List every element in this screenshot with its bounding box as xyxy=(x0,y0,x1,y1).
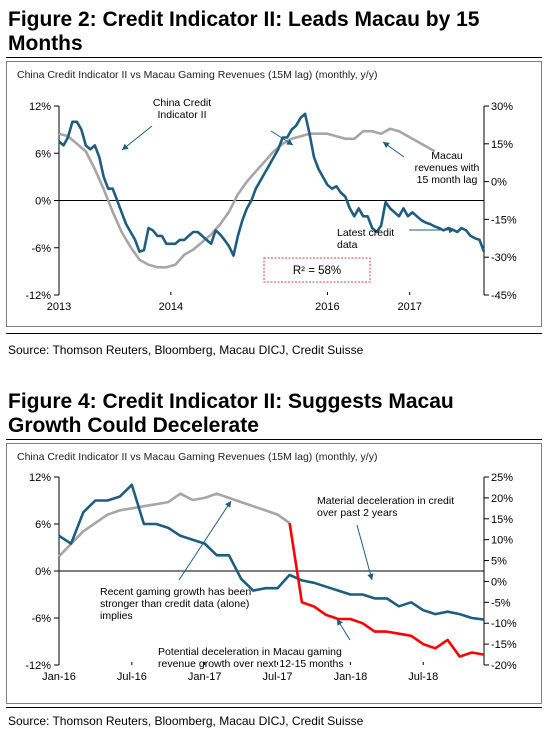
right-axis-tick-label: -45% xyxy=(491,290,517,302)
right-axis-tick-label: 15% xyxy=(491,514,513,526)
macau-annotation-line: revenues with xyxy=(415,162,480,174)
right-axis-tick-label: -30% xyxy=(491,252,517,264)
material-annotation-arrow-head xyxy=(367,573,374,580)
right-axis-tick-label: 30% xyxy=(491,101,513,113)
potential-annotation-arrow-head xyxy=(337,619,343,626)
macau-annotation-arrow-head xyxy=(383,142,390,149)
right-axis-tick-label: 0% xyxy=(491,576,507,588)
right-axis-tick-label: -20% xyxy=(491,660,517,672)
left-axis-tick-label: -6% xyxy=(31,243,51,255)
figure-2-chart: China Credit Indicator II vs Macau Gamin… xyxy=(17,69,517,313)
left-axis-tick-label: 6% xyxy=(35,519,51,531)
x-axis-tick-label: Jul-17 xyxy=(263,671,293,683)
figure-4-source-rule xyxy=(6,707,542,708)
right-axis-tick-label: 0% xyxy=(491,177,507,189)
potential-annotation-line: revenue growth over next 12-15 months xyxy=(158,658,344,670)
left-axis-tick-label: 12% xyxy=(29,472,51,484)
figure-2-title-line-2: Months xyxy=(8,32,83,55)
figure-2-chart-panel: China Credit Indicator II vs Macau Gamin… xyxy=(6,61,542,327)
right-axis-tick-label: -15% xyxy=(491,214,517,226)
right-axis-tick-label: -5% xyxy=(491,597,511,609)
credit-annotation-arrow xyxy=(121,125,153,151)
right-axis-tick-label: 20% xyxy=(491,493,513,505)
recent-annotation-line: stronger than credit data (alone) xyxy=(100,598,249,610)
x-axis-tick-label: Jul-18 xyxy=(408,671,438,683)
recent-annotation-arrow xyxy=(178,500,232,581)
left-axis-tick-label: -12% xyxy=(25,660,51,672)
figure-4-title-line-2: Growth Could Decelerate xyxy=(8,414,259,437)
right-axis-tick-label: 15% xyxy=(491,139,513,151)
chart-title: China Credit Indicator II vs Macau Gamin… xyxy=(17,69,377,81)
right-axis-tick-label: 5% xyxy=(491,556,507,568)
material-annotation-line: Material deceleration in credit xyxy=(317,495,454,507)
series-line-china-credit-indicator-ii xyxy=(58,483,485,621)
right-axis-tick-label: -15% xyxy=(491,639,517,651)
material-annotation-line: over past 2 years xyxy=(317,507,398,519)
material-annotation-arrow xyxy=(356,524,373,581)
credit-annotation-arrow-head xyxy=(122,143,129,150)
latest-annotation-arrow-head xyxy=(449,226,455,234)
left-axis-tick-label: 12% xyxy=(29,101,51,113)
recent-annotation-line: implies xyxy=(100,610,133,622)
latest-annotation-line: data xyxy=(337,239,358,251)
x-axis-tick-label: Jan-17 xyxy=(188,671,222,683)
x-axis-tick-label: Jan-18 xyxy=(334,671,368,683)
figure-2-source: Source: Thomson Reuters, Bloomberg, Maca… xyxy=(8,343,364,357)
recent-annotation-arrow-head xyxy=(225,501,231,508)
figure-2-title-line-1: Figure 2: Credit Indicator II: Leads Mac… xyxy=(8,8,480,31)
right-axis-tick-label: 10% xyxy=(491,535,513,547)
right-axis-tick-label: 25% xyxy=(491,472,513,484)
chart-title: China Credit Indicator II vs Macau Gamin… xyxy=(17,451,377,463)
series-line-potential-deceleration xyxy=(288,522,485,658)
left-axis-tick-label: 0% xyxy=(35,566,51,578)
left-axis-tick-label: 6% xyxy=(35,148,51,160)
potential-annotation-line: Potential deceleration in Macau gaming xyxy=(158,646,342,658)
figure-2-source-rule xyxy=(6,333,542,334)
macau-annotation-line: 15 month lag xyxy=(417,174,478,186)
credit-annotation-line: Indicator II xyxy=(157,109,206,121)
figure-2-title: Figure 2: Credit Indicator II: Leads Mac… xyxy=(8,8,479,56)
credit-peak-arrow-head xyxy=(286,139,293,145)
x-axis-tick-label: Jul-16 xyxy=(117,671,147,683)
recent-annotation-line: Recent gaming growth has been xyxy=(100,586,251,598)
macau-annotation-line: Macau xyxy=(431,150,463,162)
right-axis-tick-label: -10% xyxy=(491,618,517,630)
r-squared-box xyxy=(263,257,371,283)
figure-4-chart-panel: China Credit Indicator II vs Macau Gamin… xyxy=(6,443,542,704)
figure-4-chart: China Credit Indicator II vs Macau Gamin… xyxy=(17,451,517,683)
series-line-macau-revenues-with-15-month-lag xyxy=(58,127,436,269)
series-line-china-credit-indicator-ii xyxy=(58,112,486,257)
r-squared-label: R² = 58% xyxy=(293,265,341,277)
figure-4-title-rule xyxy=(6,439,542,440)
x-axis-tick-label: 2016 xyxy=(315,301,339,313)
x-axis-tick-label: 2014 xyxy=(159,301,183,313)
left-axis-tick-label: 0% xyxy=(35,196,51,208)
credit-annotation-line: China Credit xyxy=(153,97,211,109)
latest-annotation-line: Latest credit xyxy=(337,227,394,239)
x-axis-tick-label: 2017 xyxy=(397,301,421,313)
figure-4-title: Figure 4: Credit Indicator II: Suggests … xyxy=(8,390,454,438)
series-line-macau-gaming-revenues-15m-lag xyxy=(58,492,291,558)
figure-4-title-line-1: Figure 4: Credit Indicator II: Suggests … xyxy=(8,390,454,413)
left-axis-tick-label: -6% xyxy=(31,613,51,625)
left-axis-tick-label: -12% xyxy=(25,290,51,302)
x-axis-tick-label: 2013 xyxy=(47,301,71,313)
figure-2-title-rule xyxy=(6,57,542,58)
x-axis-tick-label: Jan-16 xyxy=(42,671,76,683)
figure-4-source: Source: Thomson Reuters, Bloomberg, Maca… xyxy=(8,714,364,728)
